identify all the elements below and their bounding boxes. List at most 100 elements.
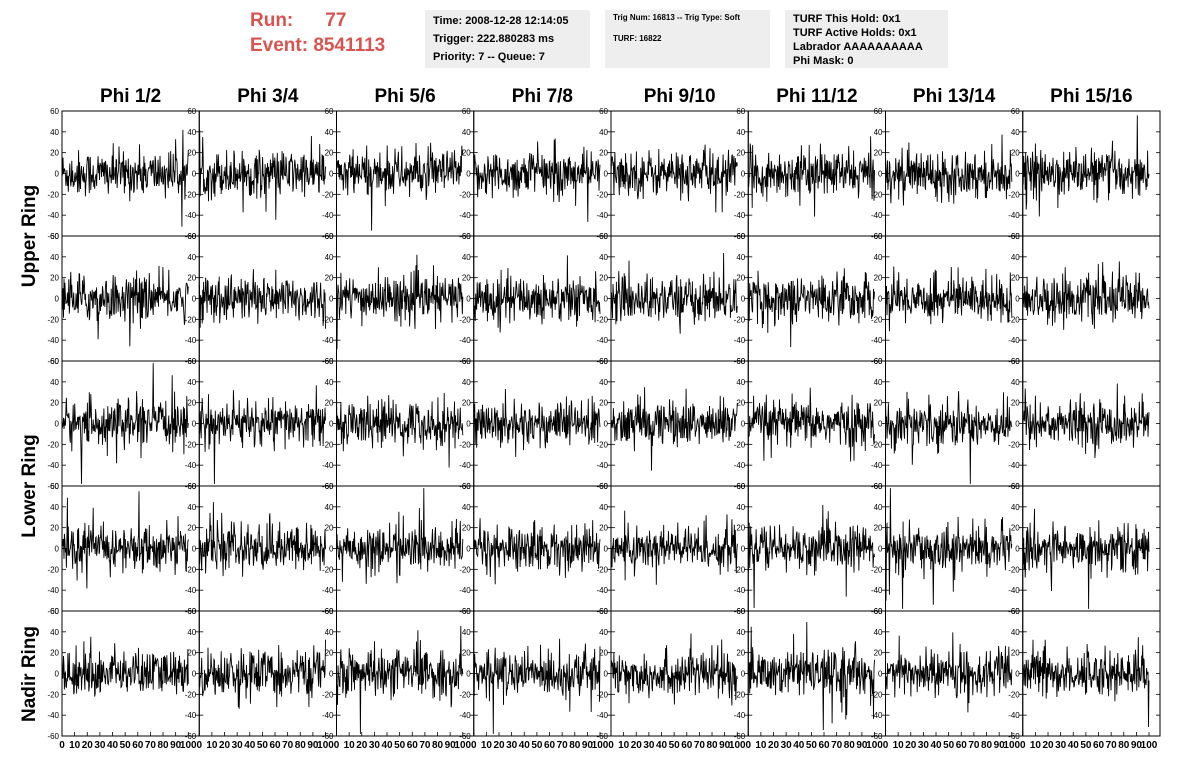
time-text: Time: 2008-12-28 12:14:05 — [433, 15, 569, 27]
x-tick-label: 60 — [544, 740, 556, 751]
x-tick-label: 50 — [1080, 740, 1092, 751]
y-tick-label: 40 — [1011, 503, 1020, 512]
y-tick-label: -20 — [459, 440, 471, 449]
column-title: Phi 13/14 — [912, 86, 996, 107]
y-tick-label: 0 — [741, 295, 746, 304]
y-tick-label: 20 — [50, 399, 59, 408]
x-tick-label: 50 — [394, 740, 406, 751]
x-tick-label: 100 — [729, 740, 746, 751]
x-tick-label: 20 — [768, 740, 780, 751]
waveform-trace — [198, 269, 326, 329]
y-tick-label: 0 — [1015, 170, 1020, 179]
waveform-trace — [198, 385, 326, 484]
y-tick-label: -20 — [871, 565, 883, 574]
x-tick-label: 50 — [806, 740, 818, 751]
y-tick-label: 0 — [192, 670, 197, 679]
y-tick-label: 0 — [192, 420, 197, 429]
y-tick-label: 20 — [874, 274, 883, 283]
y-tick-label: -20 — [47, 315, 59, 324]
y-tick-label: 40 — [599, 128, 608, 137]
y-tick-label: -20 — [185, 190, 197, 199]
x-tick-label: 50 — [669, 740, 681, 751]
y-tick-label: 20 — [874, 649, 883, 658]
y-tick-label: 40 — [50, 503, 59, 512]
y-tick-label: -20 — [871, 440, 883, 449]
y-tick-label: 20 — [50, 649, 59, 658]
y-tick-label: 0 — [55, 545, 60, 554]
x-tick-label: 20 — [82, 740, 94, 751]
y-tick-label: -20 — [459, 190, 471, 199]
x-tick-label: 0 — [745, 740, 751, 751]
x-tick-label: 20 — [631, 740, 643, 751]
y-tick-label: -60 — [47, 357, 59, 366]
y-tick-label: 40 — [736, 628, 745, 637]
y-tick-label: -20 — [1008, 315, 1020, 324]
y-tick-label: -60 — [47, 482, 59, 491]
x-tick-label: 10 — [344, 740, 356, 751]
y-tick-label: -60 — [322, 732, 334, 741]
x-tick-label: 40 — [656, 740, 668, 751]
y-tick-label: 40 — [325, 378, 334, 387]
waveform-trace — [885, 266, 1013, 332]
y-tick-label: 40 — [325, 628, 334, 637]
x-tick-label: 0 — [883, 740, 889, 751]
waveform-trace — [473, 255, 601, 333]
x-tick-label: 80 — [157, 740, 169, 751]
x-tick-label: 70 — [694, 740, 706, 751]
waveform-trace — [747, 136, 875, 217]
y-tick-label: 20 — [874, 399, 883, 408]
x-tick-label: 10 — [206, 740, 218, 751]
y-tick-label: -40 — [871, 461, 883, 470]
x-tick-label: 30 — [232, 740, 244, 751]
y-tick-label: -40 — [185, 586, 197, 595]
x-tick-label: 90 — [1131, 740, 1143, 751]
y-tick-label: 20 — [736, 399, 745, 408]
y-tick-label: -20 — [596, 315, 608, 324]
x-tick-label: 40 — [519, 740, 531, 751]
y-tick-label: 0 — [192, 545, 197, 554]
y-tick-label: -20 — [47, 690, 59, 699]
x-tick-label: 30 — [918, 740, 930, 751]
y-tick-label: -40 — [185, 711, 197, 720]
waveform-trace — [336, 392, 464, 468]
waveform-trace — [61, 491, 189, 589]
waveform-trace — [61, 363, 189, 484]
column-title: Phi 11/12 — [776, 86, 858, 107]
y-tick-label: -20 — [185, 440, 197, 449]
x-tick-label: 40 — [107, 740, 119, 751]
x-tick-label: 90 — [582, 740, 594, 751]
y-tick-label: 40 — [1011, 253, 1020, 262]
x-tick-label: 60 — [1093, 740, 1105, 751]
y-tick-label: -20 — [871, 690, 883, 699]
y-tick-label: 0 — [604, 170, 609, 179]
y-tick-label: 40 — [50, 253, 59, 262]
y-tick-label: -20 — [185, 565, 197, 574]
y-tick-label: 40 — [874, 128, 883, 137]
y-tick-label: -60 — [459, 732, 471, 741]
waveform-trace — [198, 502, 326, 577]
x-tick-label: 90 — [994, 740, 1006, 751]
y-tick-label: -60 — [185, 732, 197, 741]
y-tick-label: 0 — [741, 170, 746, 179]
y-tick-label: 0 — [878, 295, 883, 304]
y-tick-label: -20 — [322, 565, 334, 574]
y-tick-label: 40 — [599, 253, 608, 262]
y-tick-label: 60 — [874, 607, 883, 616]
y-tick-label: 20 — [462, 399, 471, 408]
y-tick-label: -40 — [459, 586, 471, 595]
y-tick-label: 60 — [50, 357, 59, 366]
y-tick-label: 60 — [599, 607, 608, 616]
waveform-trace — [885, 391, 1013, 484]
waveform-trace — [610, 387, 738, 471]
waveform-trace — [1022, 508, 1150, 609]
y-tick-label: -20 — [322, 690, 334, 699]
y-tick-label: -40 — [871, 711, 883, 720]
y-tick-label: 20 — [187, 524, 196, 533]
y-tick-label: 60 — [599, 482, 608, 491]
y-tick-label: 0 — [741, 670, 746, 679]
